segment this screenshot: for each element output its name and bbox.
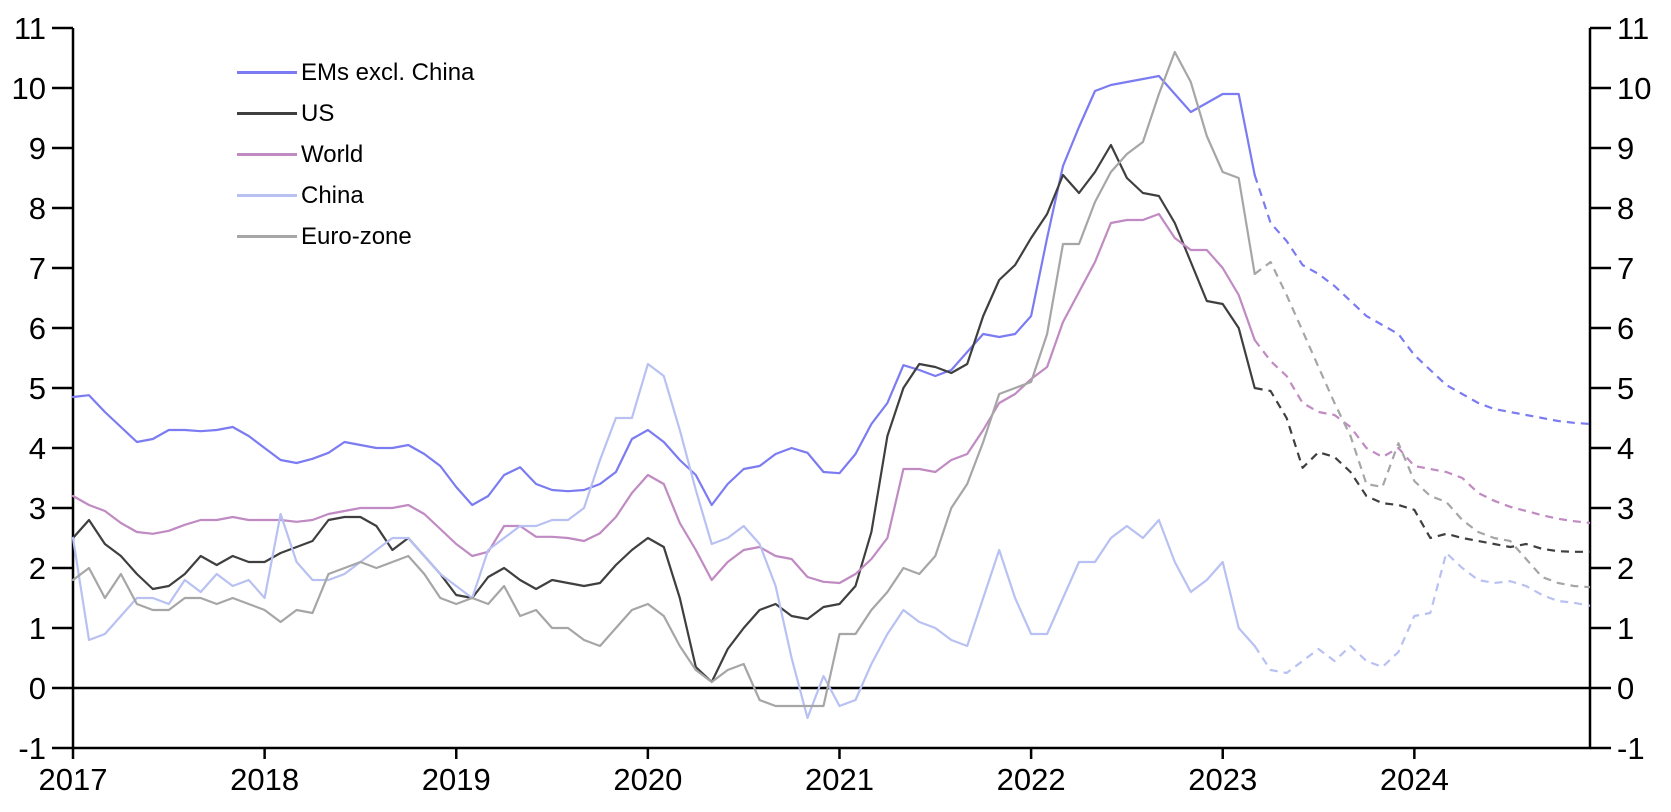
y-axis-left-label: 6 [29,311,46,346]
y-axis-right-label: 11 [1617,11,1649,46]
legend-label: Euro-zone [301,222,412,250]
y-axis-left-label: 1 [29,611,46,646]
series-line-solid-euro-zone [71,50,1256,708]
y-axis-right-label: 5 [1617,371,1634,406]
series-line-dashed-china [1253,551,1591,675]
legend-label: China [301,181,364,209]
legend-label: World [301,140,364,168]
x-axis-label: 2024 [1380,762,1449,797]
legend-item: US [237,93,474,134]
y-axis-left-label: 7 [29,251,46,286]
legend-label: EMs excl. China [301,58,475,86]
chart-legend: EMs excl. China US World China Euro-zone [237,52,474,257]
y-axis-left-label: 10 [12,71,46,106]
x-axis-label: 2021 [805,762,874,797]
legend-item: EMs excl. China [237,52,474,93]
y-axis-right-label: 4 [1617,431,1634,466]
x-axis-label: 2020 [613,762,682,797]
y-axis-left-label: 4 [29,431,46,466]
y-axis-right-label: 8 [1617,191,1634,226]
y-axis-right-label: 6 [1617,311,1634,346]
legend-item: World [237,134,474,175]
legend-item: Euro-zone [237,216,474,257]
x-axis-label: 2019 [422,762,491,797]
legend-item: China [237,175,474,216]
legend-swatch-world [237,153,297,156]
series-line-dashed-world [1253,339,1591,525]
x-axis-label: 2017 [39,762,108,797]
y-axis-right-label: 3 [1617,491,1634,526]
y-axis-left-label: 5 [29,371,46,406]
series-line-dashed-us [1254,386,1590,553]
y-axis-right-label: -1 [1617,731,1645,766]
y-axis-left-label: 2 [29,551,46,586]
legend-swatch-euro-zone [237,235,297,238]
series-line-solid-us [71,143,1256,684]
y-axis-left-label: 8 [29,191,46,226]
y-axis-right-label: 1 [1617,611,1634,646]
y-axis-left-label: 3 [29,491,46,526]
series-line-solid-china [71,362,1256,720]
legend-label: US [301,99,335,127]
y-axis-right-label: 0 [1617,671,1634,706]
y-axis-right-label: 10 [1617,71,1651,106]
legend-swatch-us [237,112,297,115]
y-axis-right-label: 2 [1617,551,1634,586]
legend-swatch-china [237,194,297,197]
y-axis-left-label: 0 [29,671,46,706]
series-line-dashed-ems-excl-china [1253,174,1591,426]
y-axis-left-label: 9 [29,131,46,166]
x-axis-label: 2022 [997,762,1066,797]
y-axis-right-label: 7 [1617,251,1634,286]
series-line-solid-world [71,212,1256,585]
y-axis-right-label: 9 [1617,131,1634,166]
series-line-dashed-euro-zone [1254,260,1591,589]
legend-swatch-ems-excl-china [237,71,297,74]
y-axis-left-label: 11 [14,11,46,46]
y-axis-left-label: -1 [18,731,46,766]
x-axis-label: 2018 [230,762,299,797]
x-axis-label: 2023 [1188,762,1257,797]
axis-spines [71,28,1592,750]
